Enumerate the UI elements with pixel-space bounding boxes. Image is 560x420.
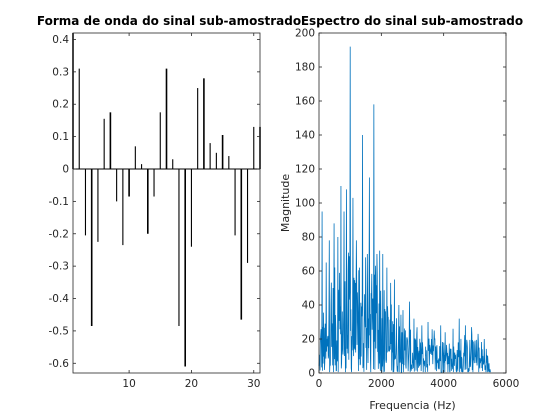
spectrum-x-ticks: 0 2000 4000 6000 [316, 33, 520, 390]
spectrum-y-tick-label: 60 [302, 266, 315, 278]
spectrum-y-tick-label: 140 [295, 130, 315, 142]
spectrum-y-tick-label: 100 [295, 198, 315, 210]
spectrum-title: Espectro do sinal sub-amostrado [301, 14, 523, 28]
spectrum-y-axis-label: Magnitude [279, 174, 292, 233]
spectrum-y-tick-label: 0 [308, 368, 315, 380]
spectrum-y-tick-label: 160 [295, 96, 315, 108]
waveform-y-tick-label: 0.3 [52, 66, 69, 78]
spectrum-y-tick-label: 180 [295, 62, 315, 74]
waveform-y-tick-label: 0.4 [52, 34, 69, 46]
spectrum-y-tick-label: 20 [302, 334, 315, 346]
waveform-subplot: Forma de onda do sinal sub-amostrado -0.… [37, 14, 301, 390]
waveform-y-tick-label: -0.1 [49, 196, 70, 208]
waveform-x-tick-label: 20 [185, 378, 198, 390]
waveform-y-tick-label: -0.3 [49, 261, 70, 273]
waveform-x-tick-label: 30 [247, 378, 260, 390]
spectrum-x-tick-label: 6000 [493, 378, 520, 390]
spectrum-x-tick-label: 4000 [430, 378, 457, 390]
waveform-y-tick-label: 0.2 [52, 99, 69, 111]
spectrum-y-tick-label: 120 [295, 164, 315, 176]
waveform-y-tick-label: -0.6 [49, 358, 70, 370]
waveform-x-tick-label: 10 [122, 378, 135, 390]
waveform-y-tick-label: -0.2 [49, 228, 70, 240]
waveform-y-tick-label: -0.4 [49, 293, 70, 305]
spectrum-series-line [318, 46, 491, 373]
spectrum-subplot: Espectro do sinal sub-amostrado 0 20 40 60 8… [279, 14, 523, 412]
waveform-axes-box [72, 32, 261, 374]
waveform-title: Forma de onda do sinal sub-amostrado [37, 14, 301, 28]
spectrum-x-axis-label: Frequencia (Hz) [369, 399, 455, 412]
waveform-y-tick-label: 0.1 [52, 131, 69, 143]
spectrum-y-tick-label: 80 [302, 232, 315, 244]
waveform-y-tick-label: 0 [62, 164, 69, 176]
spectrum-x-tick-label: 2000 [368, 378, 395, 390]
spectrum-y-tick-label: 200 [295, 28, 315, 40]
waveform-x-ticks: 10 20 30 [122, 33, 260, 390]
spectrum-y-ticks: 0 20 40 60 80 100 120 140 160 180 200 [295, 28, 506, 380]
waveform-y-tick-label: -0.5 [49, 325, 70, 337]
spectrum-x-tick-label: 0 [316, 378, 323, 390]
waveform-y-ticks: -0.6 -0.5 -0.4 -0.3 -0.2 -0.1 0 0.1 0.2 0.3 0.4 [49, 34, 260, 370]
spectrum-y-tick-label: 40 [302, 300, 315, 312]
